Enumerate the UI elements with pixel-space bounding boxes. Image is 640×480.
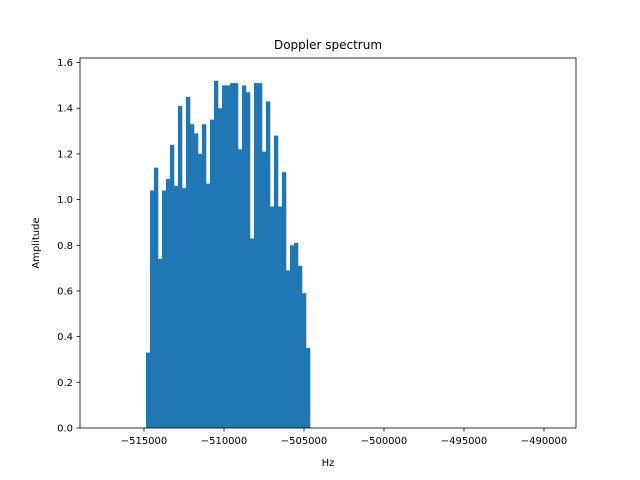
bar	[250, 238, 255, 428]
bar	[162, 190, 167, 428]
bar	[194, 133, 199, 428]
bar	[274, 135, 279, 428]
bar	[190, 124, 195, 428]
y-axis-label: Amplitude	[31, 217, 42, 268]
bar	[286, 270, 291, 428]
bar	[150, 190, 155, 428]
bar	[306, 348, 311, 428]
plot-frame	[79, 57, 577, 429]
bar	[222, 85, 227, 428]
y-tick-label: 0.2	[57, 378, 73, 389]
bar	[294, 243, 299, 428]
bar	[206, 183, 211, 428]
x-tick-label: −510000	[201, 436, 248, 447]
y-tick-label: 0.8	[57, 241, 73, 252]
y-tick-label: 1.6	[57, 58, 73, 69]
bar	[290, 245, 295, 428]
bar	[146, 352, 151, 428]
y-tick-label: 0.4	[57, 332, 73, 343]
x-axis-ticks: −515000 −510000 −505000 −500000 −495000 −4900…	[121, 428, 568, 447]
y-tick-label: 0.6	[57, 286, 73, 297]
x-tick-label: −495000	[441, 436, 488, 447]
y-axis-ticks: 0.0 0.2 0.4 0.6 0.8 1.0 1.2 1.4 1.6	[57, 58, 80, 435]
bar	[298, 265, 303, 428]
bar	[178, 105, 183, 429]
bar	[282, 172, 287, 428]
bars-layer	[146, 80, 311, 429]
y-tick-label: 1.2	[57, 149, 73, 160]
bar	[218, 108, 223, 428]
bar	[166, 179, 171, 428]
x-axis-label: Hz	[322, 458, 335, 469]
x-tick-label: −490000	[521, 436, 568, 447]
bar	[182, 188, 187, 428]
bar	[198, 153, 203, 428]
bar	[154, 167, 159, 428]
bar	[270, 206, 275, 428]
bar	[226, 85, 231, 428]
bar	[262, 151, 267, 428]
bar	[302, 293, 307, 428]
bar	[254, 83, 259, 429]
bar	[242, 85, 247, 428]
bar	[246, 92, 251, 428]
x-tick-label: −505000	[281, 436, 328, 447]
chart-title: Doppler spectrum	[274, 38, 382, 52]
bar	[258, 83, 263, 429]
y-tick-label: 1.0	[57, 195, 73, 206]
bar	[234, 83, 239, 429]
bar	[266, 101, 271, 429]
bar	[214, 80, 219, 428]
bar	[210, 119, 215, 429]
y-tick-label: 0.0	[57, 424, 73, 435]
bar	[174, 185, 179, 428]
bar	[278, 206, 283, 428]
bar	[186, 96, 191, 428]
bar	[238, 149, 243, 429]
x-tick-label: −500000	[361, 436, 408, 447]
bar	[158, 258, 163, 428]
bar	[230, 83, 235, 429]
bar	[170, 144, 175, 429]
y-tick-label: 1.4	[57, 104, 73, 115]
x-tick-label: −515000	[121, 436, 168, 447]
bar	[202, 124, 207, 428]
